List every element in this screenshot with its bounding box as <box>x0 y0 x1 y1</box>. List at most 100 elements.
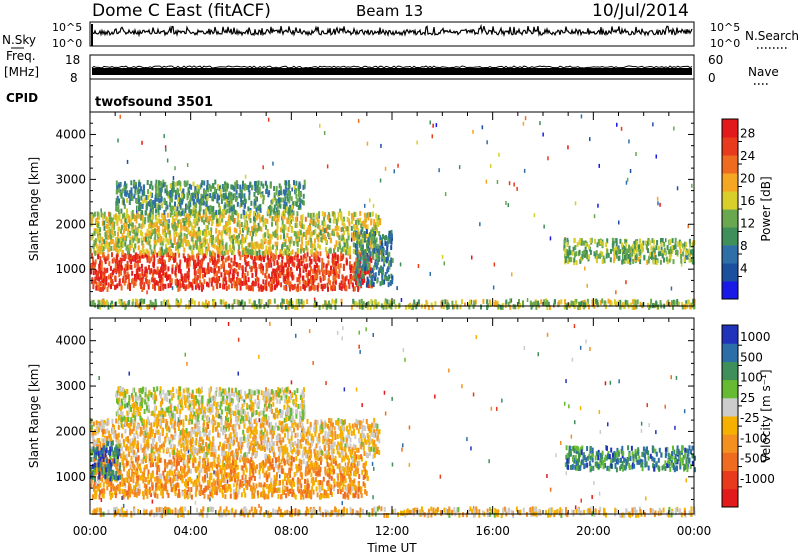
scatter-point <box>291 477 294 483</box>
scatter-point <box>266 494 269 500</box>
scatter-point <box>621 242 623 248</box>
scatter-point <box>154 298 157 304</box>
scatter-point <box>402 443 404 448</box>
scatter-point <box>172 255 175 261</box>
scatter-point <box>205 269 208 275</box>
scatter-point <box>176 244 179 250</box>
scatter-point <box>360 454 363 460</box>
scatter-point <box>464 302 466 307</box>
scatter-point <box>95 222 98 228</box>
scatter-point <box>234 238 237 244</box>
scatter-point <box>216 278 219 284</box>
scatter-point <box>677 242 680 248</box>
scatter-point <box>160 486 163 492</box>
scatter-point <box>233 267 236 273</box>
scatter-point <box>162 179 165 185</box>
scatter-point <box>239 192 242 198</box>
scatter-point <box>632 243 635 249</box>
freq-label-1: Freq. <box>6 49 36 63</box>
scatter-point <box>584 266 586 271</box>
scatter-point <box>258 189 261 194</box>
scatter-point <box>143 282 146 288</box>
scatter-point <box>223 477 226 483</box>
scatter-point <box>314 238 316 244</box>
scatter-point <box>266 218 269 224</box>
scatter-point <box>613 255 616 261</box>
scatter-point <box>225 458 228 464</box>
scatter-point <box>206 215 209 221</box>
scatter-point <box>165 200 168 206</box>
scatter-point <box>292 216 295 222</box>
scatter-point <box>203 231 206 237</box>
scatter-point <box>129 245 132 251</box>
scatter-point <box>344 276 347 282</box>
scatter-point <box>282 265 284 271</box>
scatter-point <box>671 245 674 251</box>
scatter-point <box>661 253 664 259</box>
scatter-point <box>231 273 234 279</box>
scatter-point <box>193 213 196 219</box>
scatter-point <box>372 281 375 287</box>
scatter-point <box>373 231 376 237</box>
scatter-point <box>615 242 618 248</box>
scatter-point <box>302 193 305 199</box>
scatter-point <box>197 185 200 191</box>
scatter-point <box>555 453 557 458</box>
scatter-point <box>235 281 237 287</box>
scatter-point <box>122 241 125 247</box>
scatter-point <box>157 218 160 224</box>
scatter-point <box>92 284 95 290</box>
scatter-point <box>141 210 144 216</box>
scatter-point <box>131 270 134 276</box>
scatter-point <box>203 493 206 499</box>
scatter-point <box>238 220 241 225</box>
scatter-point <box>183 236 186 242</box>
scatter-point <box>268 262 270 268</box>
scatter-point <box>546 305 549 311</box>
scatter-point <box>255 304 258 310</box>
scatter-point <box>367 256 370 262</box>
scatter-point <box>584 252 587 258</box>
scatter-point <box>549 305 551 310</box>
scatter-point <box>206 180 209 185</box>
scatter-point <box>666 245 669 250</box>
scatter-point <box>278 265 281 271</box>
scatter-point <box>152 209 154 215</box>
scatter-point <box>312 221 315 227</box>
scatter-point <box>593 214 596 219</box>
scatter-point <box>269 276 272 282</box>
frequency-edge <box>91 65 693 69</box>
scatter-point <box>363 269 366 275</box>
scatter-point <box>475 335 477 340</box>
scatter-point <box>158 198 161 204</box>
scatter-point <box>111 239 114 244</box>
scatter-point <box>190 282 193 288</box>
scatter-point <box>187 222 190 228</box>
scatter-point <box>153 256 156 262</box>
scatter-point <box>338 484 341 490</box>
scatter-point <box>235 189 238 195</box>
scatter-point <box>130 192 133 198</box>
scatter-point <box>575 260 578 266</box>
scatter-point <box>417 299 420 305</box>
scatter-point <box>273 298 276 304</box>
scatter-point <box>187 261 190 267</box>
scatter-point <box>586 298 589 304</box>
scatter-point <box>151 252 154 258</box>
scatter-point <box>342 226 344 232</box>
scatter-point <box>230 198 233 204</box>
scatter-point <box>166 489 169 495</box>
scatter-point <box>286 245 289 251</box>
scatter-point <box>130 227 133 233</box>
scatter-point <box>604 304 607 310</box>
scatter-point <box>366 475 369 481</box>
scatter-point <box>169 183 172 189</box>
noise-trace <box>91 23 693 46</box>
scatter-point <box>489 507 491 512</box>
scatter-point <box>169 277 171 283</box>
scatter-point <box>225 222 228 227</box>
scatter-point <box>444 192 447 197</box>
scatter-point <box>312 280 315 286</box>
scatter-point <box>399 262 402 267</box>
